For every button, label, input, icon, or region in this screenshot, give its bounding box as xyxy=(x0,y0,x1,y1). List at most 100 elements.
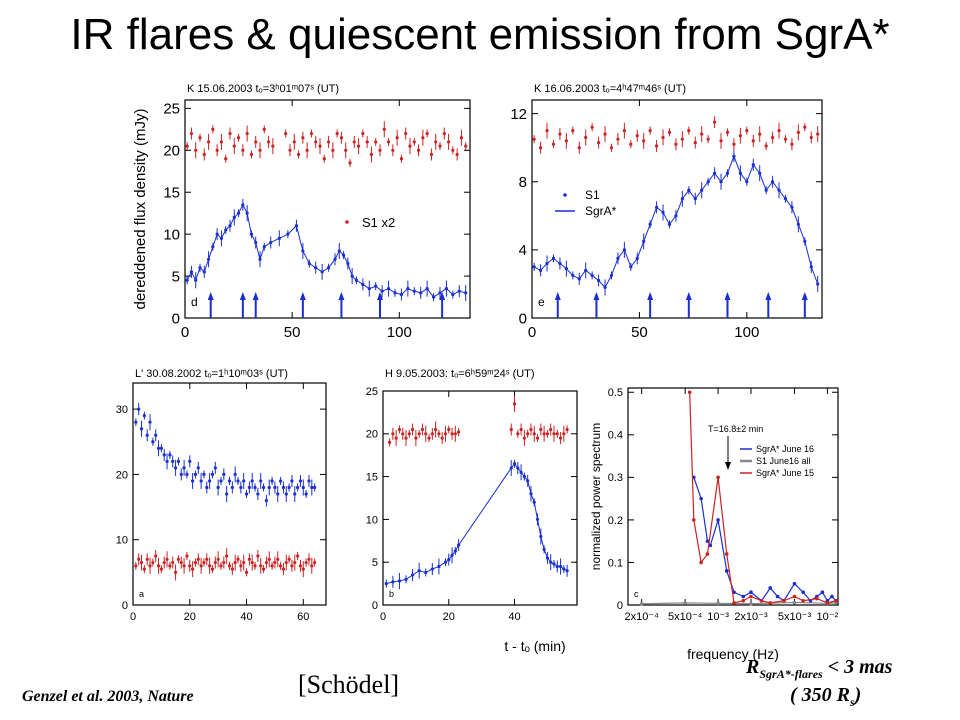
data-point-a xyxy=(219,564,223,568)
data-point-e xyxy=(577,146,581,150)
data-point-e xyxy=(654,205,659,209)
data-point-d xyxy=(206,257,211,261)
data-point-e xyxy=(577,277,581,281)
data-point-a xyxy=(304,492,308,496)
data-point-d xyxy=(185,278,189,282)
data-point-c xyxy=(705,552,710,556)
data-point-b xyxy=(509,427,513,432)
data-point-e xyxy=(706,180,710,184)
data-point-c xyxy=(716,475,720,480)
data-point-d xyxy=(198,266,202,270)
data-point-b xyxy=(526,432,530,436)
data-point-a xyxy=(313,560,317,565)
data-point-d xyxy=(446,140,451,144)
data-point-d xyxy=(286,232,290,236)
data-point-d xyxy=(296,152,301,157)
data-point-c xyxy=(820,590,825,595)
y-tick-label-c: 0.2 xyxy=(608,515,623,527)
data-point-e xyxy=(790,205,794,209)
data-point-e xyxy=(674,142,678,146)
data-point-d xyxy=(236,136,241,140)
data-point-a xyxy=(281,485,286,490)
data-point-d xyxy=(326,266,331,270)
x-tick-label-e: 50 xyxy=(631,324,648,341)
data-point-e xyxy=(712,120,717,124)
flare-arrowhead-d xyxy=(377,292,383,300)
data-point-a xyxy=(310,485,314,490)
data-point-b xyxy=(430,567,434,571)
data-point-c xyxy=(792,594,797,599)
data-point-b xyxy=(394,436,398,440)
data-point-c xyxy=(749,594,753,599)
data-point-c xyxy=(801,598,805,603)
data-point-d xyxy=(232,144,236,148)
data-point-a xyxy=(244,570,249,574)
data-point-a xyxy=(242,560,246,565)
data-point-b xyxy=(512,462,517,466)
data-point-a xyxy=(210,567,215,571)
data-point-d xyxy=(241,148,245,152)
data-point-b xyxy=(535,517,540,522)
data-point-a xyxy=(205,485,209,490)
data-point-e xyxy=(712,171,717,175)
data-point-a xyxy=(176,459,181,463)
y-tick-label-b: 0 xyxy=(372,600,378,612)
data-point-e xyxy=(545,261,549,266)
data-point-e xyxy=(745,180,749,184)
data-point-b xyxy=(555,564,559,569)
data-point-a xyxy=(134,564,138,568)
data-point-e xyxy=(635,134,639,138)
data-point-a xyxy=(290,564,294,568)
data-point-b xyxy=(427,436,431,440)
data-point-e xyxy=(648,222,652,226)
data-point-a xyxy=(261,485,266,490)
data-point-d xyxy=(241,203,245,207)
y-tick-label-e: 8 xyxy=(519,174,527,191)
data-point-a xyxy=(148,564,152,568)
data-point-e xyxy=(751,163,755,167)
data-point-a xyxy=(233,472,237,477)
data-point-d xyxy=(352,140,356,144)
panel-title-d: K 15.06.2003 tₒ=3ʰ01ᵐ07ˢ (UT) xyxy=(187,83,339,95)
data-point-a xyxy=(202,472,206,477)
data-point-b xyxy=(532,432,536,436)
data-point-e xyxy=(571,273,575,278)
data-point-d xyxy=(202,270,206,274)
data-point-a xyxy=(247,485,251,490)
data-point-d xyxy=(189,131,194,136)
data-point-a xyxy=(165,557,169,561)
data-point-b xyxy=(539,427,543,432)
data-point-d xyxy=(416,148,421,152)
data-point-e xyxy=(596,140,601,145)
data-point-a xyxy=(193,472,198,477)
data-point-b xyxy=(417,432,421,436)
data-point-a xyxy=(176,557,181,561)
data-point-a xyxy=(239,485,243,490)
data-point-c xyxy=(687,390,692,395)
data-point-a xyxy=(191,479,195,483)
plot-frame-e xyxy=(531,99,823,319)
data-point-d xyxy=(245,131,249,136)
data-point-a xyxy=(216,557,220,561)
data-point-b xyxy=(552,432,556,436)
plot-frame-a xyxy=(132,382,327,606)
x-tick-label-b: 40 xyxy=(508,611,520,623)
data-point-d xyxy=(224,157,228,161)
data-point-d xyxy=(202,152,206,157)
data-point-e xyxy=(770,135,775,140)
data-point-d xyxy=(232,215,236,219)
data-point-b xyxy=(535,436,540,440)
data-point-d xyxy=(318,144,322,148)
data-point-b xyxy=(565,569,569,573)
data-point-b xyxy=(447,558,451,562)
data-point-a xyxy=(145,557,149,561)
data-point-b xyxy=(457,543,461,547)
data-point-b xyxy=(539,534,543,539)
data-point-d xyxy=(361,131,365,136)
data-point-c xyxy=(639,601,644,606)
data-point-a xyxy=(173,466,178,470)
data-point-c xyxy=(792,581,797,586)
data-point-a xyxy=(259,479,263,483)
data-point-a xyxy=(213,466,217,470)
data-point-d xyxy=(322,157,326,161)
